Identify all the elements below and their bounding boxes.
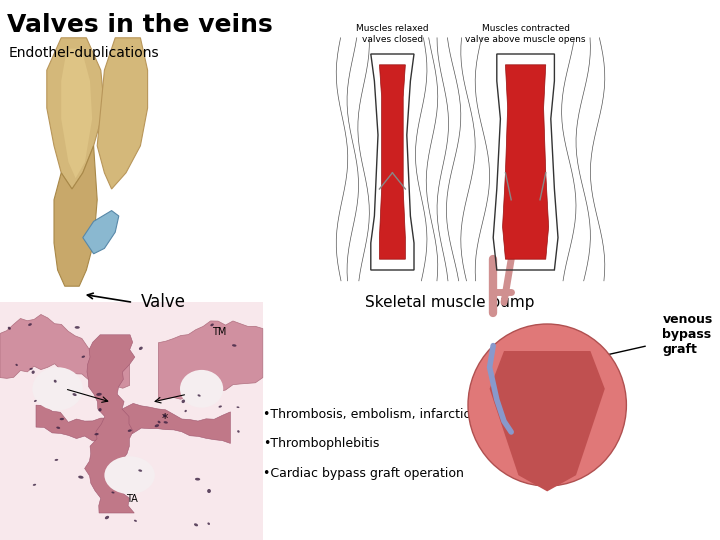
Ellipse shape xyxy=(197,394,201,397)
Text: venous
bypass
graft: venous bypass graft xyxy=(662,313,713,356)
Ellipse shape xyxy=(73,393,76,396)
Text: •Cardiac bypass graft operation: •Cardiac bypass graft operation xyxy=(263,467,464,480)
Text: Skeletal muscle pump: Skeletal muscle pump xyxy=(365,295,535,310)
Ellipse shape xyxy=(78,476,84,478)
Ellipse shape xyxy=(207,522,210,525)
Ellipse shape xyxy=(81,355,85,358)
Text: •Thrombosis, embolism, infarction: •Thrombosis, embolism, infarction xyxy=(263,408,479,421)
Polygon shape xyxy=(54,146,97,286)
Polygon shape xyxy=(490,351,605,491)
Text: Muscles relaxed
valves closed: Muscles relaxed valves closed xyxy=(356,24,428,44)
Ellipse shape xyxy=(8,327,11,330)
Polygon shape xyxy=(36,403,230,443)
Text: TM: TM xyxy=(212,327,227,337)
Ellipse shape xyxy=(54,380,57,383)
Polygon shape xyxy=(85,335,135,513)
Polygon shape xyxy=(47,38,104,189)
Ellipse shape xyxy=(112,491,114,494)
Ellipse shape xyxy=(96,393,102,396)
Ellipse shape xyxy=(163,421,168,423)
Polygon shape xyxy=(0,314,130,388)
Text: Muscles contracted
valve above muscle opens: Muscles contracted valve above muscle op… xyxy=(465,24,586,44)
Ellipse shape xyxy=(33,484,36,486)
Polygon shape xyxy=(503,65,549,259)
Ellipse shape xyxy=(15,364,18,366)
Polygon shape xyxy=(379,65,405,259)
Text: •Thrombophlebitis: •Thrombophlebitis xyxy=(263,437,379,450)
Ellipse shape xyxy=(207,489,211,493)
Ellipse shape xyxy=(195,478,200,481)
Ellipse shape xyxy=(181,400,185,403)
Ellipse shape xyxy=(237,430,240,433)
Text: Endothel-duplications: Endothel-duplications xyxy=(9,46,159,60)
Ellipse shape xyxy=(104,456,155,494)
Ellipse shape xyxy=(232,344,236,347)
Ellipse shape xyxy=(155,424,159,427)
Ellipse shape xyxy=(194,523,198,526)
Ellipse shape xyxy=(236,407,240,408)
Polygon shape xyxy=(97,38,148,189)
Ellipse shape xyxy=(28,323,32,326)
Ellipse shape xyxy=(139,347,143,350)
Text: Valves in the veins: Valves in the veins xyxy=(7,14,273,37)
Text: TA: TA xyxy=(126,495,138,504)
Ellipse shape xyxy=(138,469,142,472)
Ellipse shape xyxy=(134,519,137,522)
Ellipse shape xyxy=(210,323,214,326)
Ellipse shape xyxy=(55,459,58,461)
Ellipse shape xyxy=(34,400,37,402)
Ellipse shape xyxy=(30,368,33,370)
Text: *: * xyxy=(162,412,168,425)
Ellipse shape xyxy=(163,414,166,417)
Ellipse shape xyxy=(468,324,626,486)
Bar xyxy=(0,302,263,540)
Ellipse shape xyxy=(32,370,35,374)
Ellipse shape xyxy=(218,406,222,408)
Ellipse shape xyxy=(99,408,102,411)
Ellipse shape xyxy=(32,367,83,410)
Polygon shape xyxy=(83,211,119,254)
Ellipse shape xyxy=(184,410,187,412)
Ellipse shape xyxy=(105,516,109,519)
Text: Valve: Valve xyxy=(140,293,186,312)
Ellipse shape xyxy=(180,370,223,408)
Ellipse shape xyxy=(94,433,99,435)
Ellipse shape xyxy=(75,326,80,329)
Ellipse shape xyxy=(56,427,60,429)
Ellipse shape xyxy=(127,429,132,432)
Ellipse shape xyxy=(60,418,64,420)
Polygon shape xyxy=(158,321,263,401)
Polygon shape xyxy=(61,49,92,178)
Ellipse shape xyxy=(158,421,161,423)
